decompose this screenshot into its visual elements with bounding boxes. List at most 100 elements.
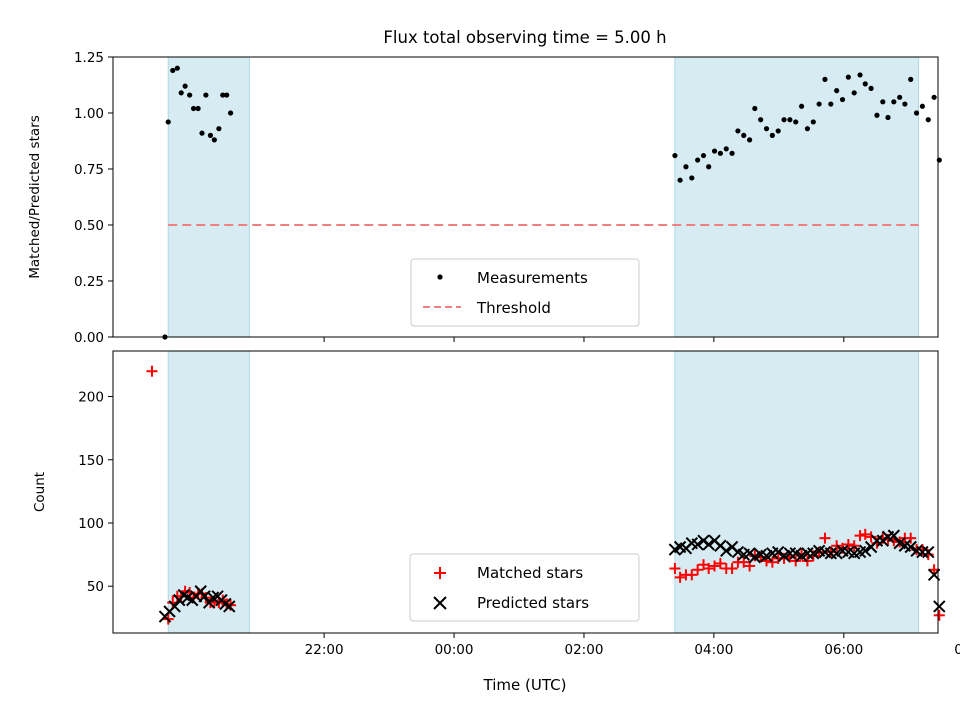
- y-tick-label: 1.25: [74, 50, 104, 66]
- measurement-point: [717, 150, 723, 156]
- matched-star-point: [859, 528, 871, 540]
- measurement-point: [211, 137, 217, 143]
- predicted-star-d2: [223, 600, 236, 613]
- measurement-point: [775, 128, 781, 134]
- predicted-star-d2: [783, 547, 797, 560]
- measurement-point: [931, 94, 937, 100]
- predicted-star-d2: [685, 537, 699, 550]
- predicted-star-point: [783, 547, 797, 560]
- measurement-point: [919, 103, 926, 109]
- count-legend-box: [409, 553, 640, 622]
- predicted-star-d2: [836, 544, 849, 558]
- x-tick-label: 06:00: [824, 642, 863, 658]
- measurement-point: [165, 119, 171, 125]
- predicted-star-point: [904, 540, 917, 554]
- predicted-star-d2: [842, 545, 855, 559]
- measurement-point: [729, 150, 735, 156]
- predicted-star-point: [168, 600, 181, 613]
- measurement-point: [227, 110, 234, 116]
- predicted-star-d2: [673, 540, 687, 554]
- measurement-point: [170, 67, 176, 74]
- predicted-star-d2: [870, 534, 884, 547]
- measurement-point: [741, 132, 747, 138]
- measurement-point: [182, 83, 188, 89]
- measurement-point: [913, 110, 920, 116]
- count-y-axis-label: Count: [32, 472, 48, 512]
- predicted-star-d2: [789, 547, 802, 560]
- y-tick-label: 150: [78, 453, 104, 469]
- predicted-star-point: [824, 547, 838, 560]
- matched-star-point: [726, 563, 738, 575]
- predicted-star-point: [223, 600, 236, 613]
- measurement-point: [706, 164, 712, 170]
- predicted-star-d2: [206, 591, 220, 604]
- measurement-point: [220, 92, 226, 98]
- measurement-point: [845, 74, 851, 80]
- x-tick-label: 04:00: [694, 642, 733, 658]
- observing-windows: [167, 350, 920, 634]
- measurement-point: [851, 90, 857, 96]
- predicted-star-d2: [702, 538, 715, 551]
- predicted-star-point: [801, 547, 814, 560]
- count-axes: 22:00 00:00 02:00 04:00 06:00 08:00 50 100 150 20…: [78, 390, 960, 658]
- measurement-point: [798, 103, 805, 109]
- matched-star-point: [819, 532, 831, 544]
- matched-star-point: [714, 557, 726, 569]
- predicted-star-point: [870, 534, 884, 547]
- predicted-star-d2: [859, 544, 872, 558]
- measurement-point: [747, 137, 753, 143]
- measurement-point: [672, 152, 678, 159]
- predicted-star-d2: [910, 544, 923, 558]
- measurement-point: [723, 146, 729, 152]
- predicted-star-point: [922, 545, 935, 559]
- predicted-star-d2: [801, 547, 814, 560]
- predicted-star-d2: [893, 537, 906, 550]
- measurement-point: [902, 101, 908, 107]
- predicted-star-point: [771, 545, 785, 559]
- observing-window-shade: [674, 56, 920, 338]
- matched-star-point: [842, 538, 854, 550]
- y-tick-label: 50: [87, 579, 104, 595]
- predicted-star-d2: [824, 547, 838, 560]
- measurement-point: [834, 88, 840, 94]
- predicted-star-d2: [168, 600, 181, 613]
- legend-predicted-label: Predicted stars: [477, 594, 589, 612]
- predicted-star-point: [720, 544, 733, 558]
- measurement-point: [787, 117, 793, 123]
- measurement-point: [839, 96, 846, 103]
- predicted-star-d2: [771, 545, 785, 559]
- predicted-star-point: [916, 545, 929, 559]
- count-points: [146, 365, 946, 625]
- measurement-point: [891, 99, 897, 105]
- observing-window-shade: [167, 56, 250, 338]
- measurement-point: [868, 85, 874, 91]
- y-tick-label: 0.25: [74, 274, 104, 290]
- measurement-point: [207, 132, 214, 138]
- observing-window-shade: [674, 350, 920, 634]
- measurement-point: [700, 152, 707, 159]
- measurement-point: [769, 132, 775, 138]
- legend-predicted-marker: [433, 596, 447, 610]
- predicted-star-d2: [916, 545, 929, 559]
- y-tick-label: 0.00: [74, 330, 104, 346]
- y-tick-label: 0.50: [74, 218, 104, 234]
- ratio-legend-box: [410, 258, 640, 327]
- y-tick-label: 100: [78, 516, 104, 532]
- predicted-star-d2: [904, 540, 917, 554]
- measurement-point: [874, 112, 880, 118]
- x-tick-label: 02:00: [565, 642, 604, 658]
- measurement-point: [810, 119, 816, 125]
- figure-title: Flux total observing time = 5.00 h: [383, 28, 666, 47]
- measurement-point: [187, 92, 193, 98]
- measurement-point: [752, 105, 758, 112]
- measurement-point: [683, 164, 689, 170]
- matched-star-point: [738, 556, 750, 568]
- measurement-point: [936, 157, 942, 163]
- measurement-point: [862, 81, 868, 87]
- measurement-point: [781, 117, 787, 123]
- predicted-star-d2: [181, 591, 194, 604]
- matched-star-point: [674, 571, 686, 583]
- measurement-point: [174, 65, 180, 71]
- predicted-star-point: [206, 591, 220, 604]
